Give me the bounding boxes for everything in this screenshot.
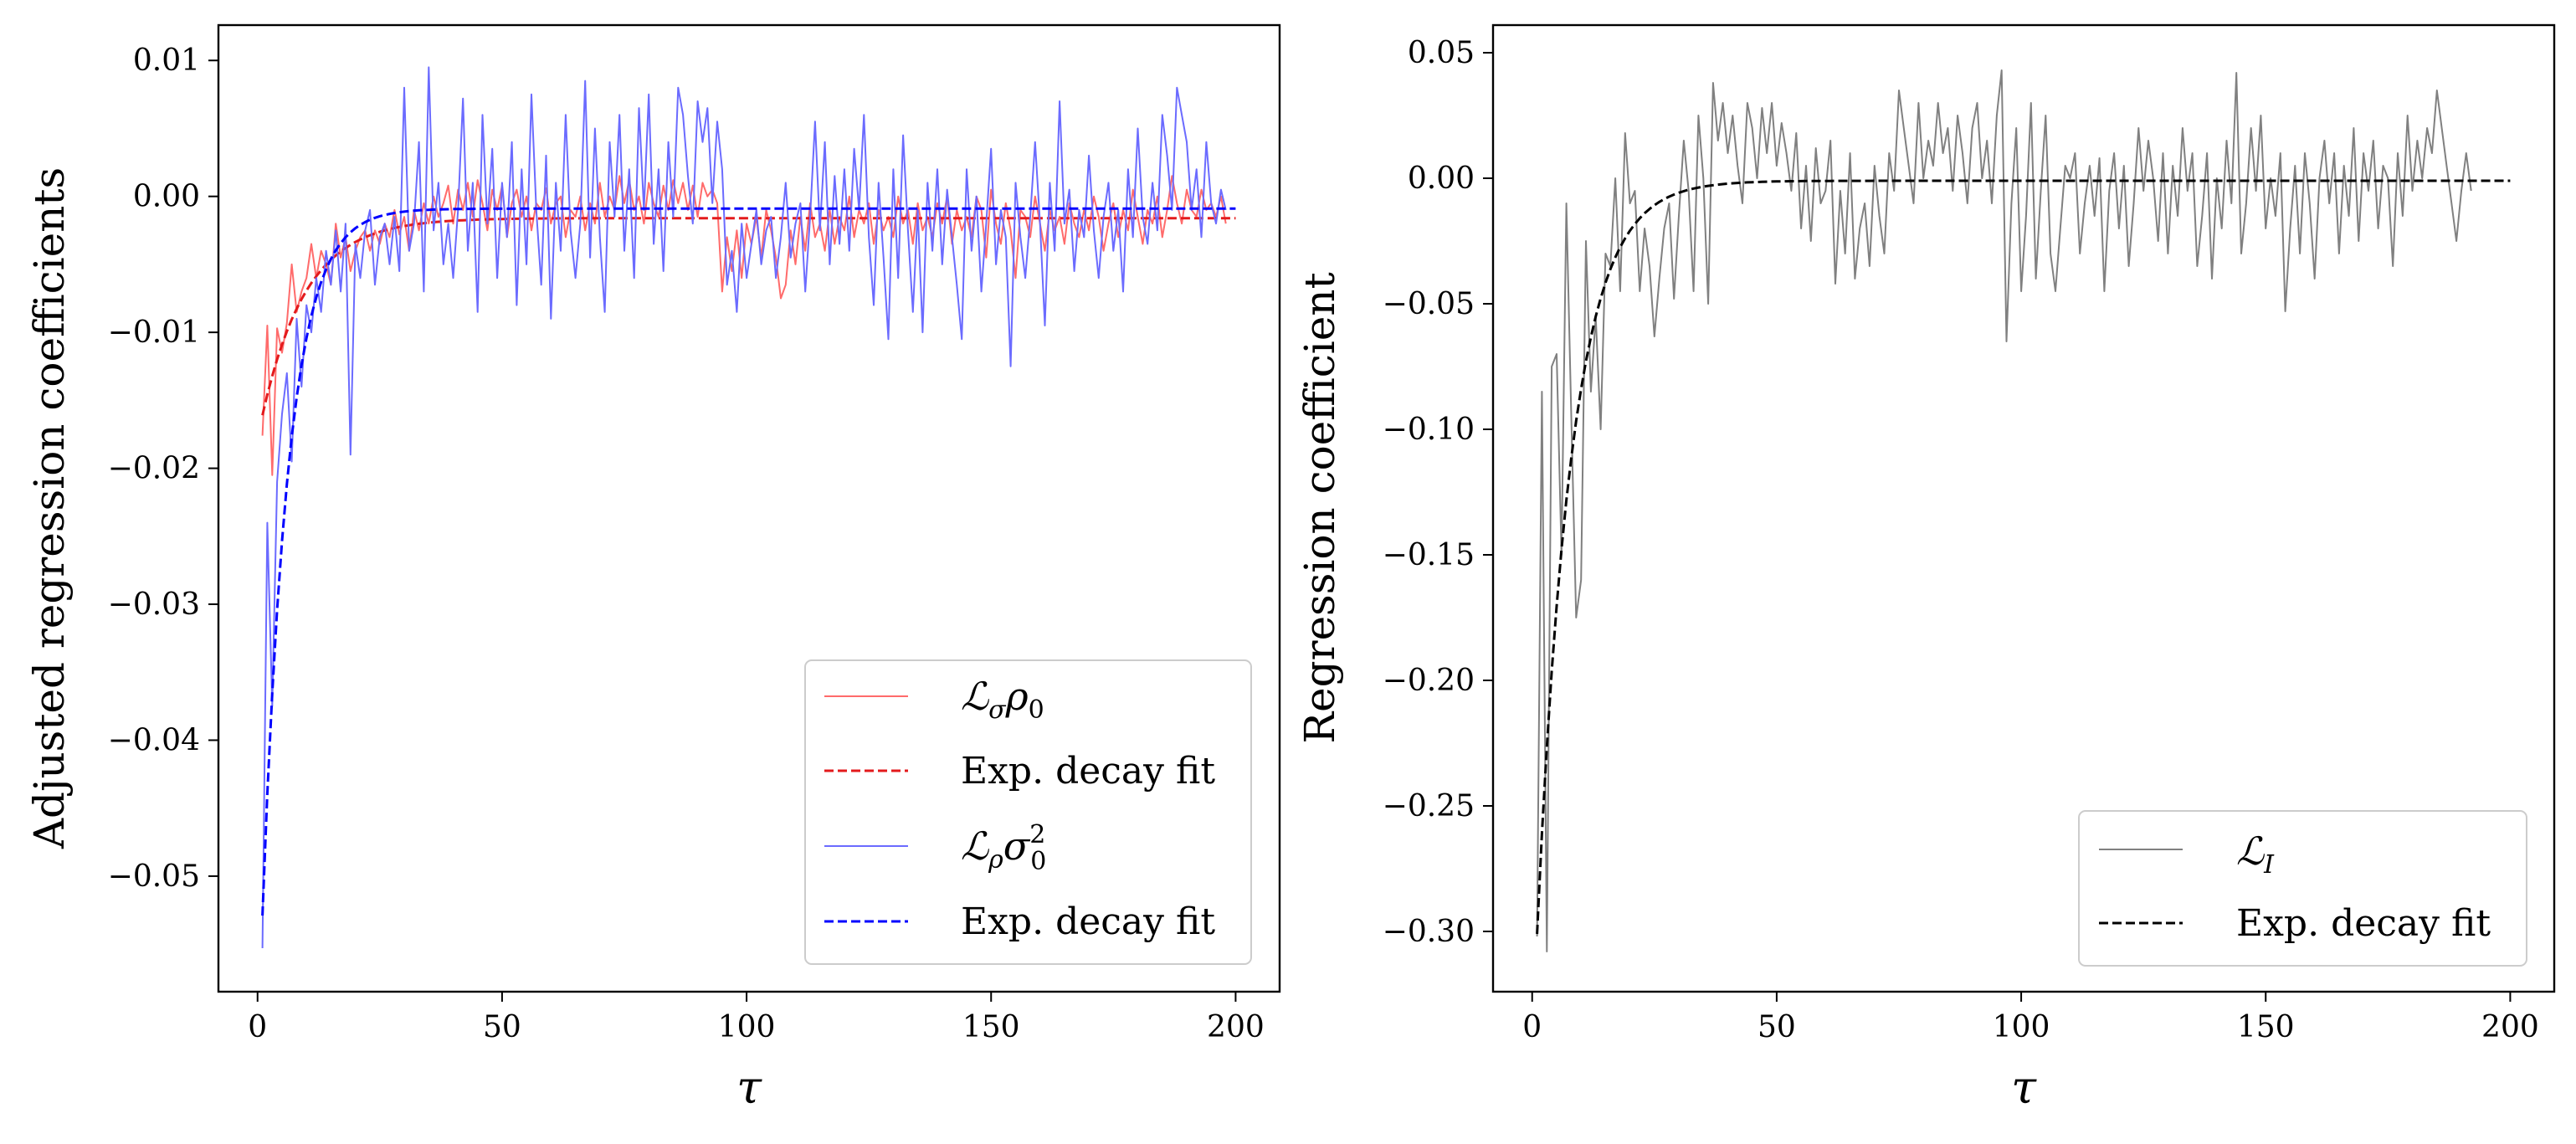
left-y-tick-label: 0.01	[133, 44, 200, 78]
left-x-axis-label: τ	[736, 1061, 762, 1114]
right-x-axis-label: τ	[2011, 1061, 2037, 1114]
left-legend-label-3: Exp. decay fit	[961, 900, 1215, 943]
right-legend-frame	[2078, 810, 2527, 967]
right-legend-label-0: ℒI	[2236, 829, 2275, 880]
right-plot-frame	[1491, 23, 2556, 993]
right-series-1-fit-line	[1536, 179, 2511, 935]
left-x-tick-label: 0	[248, 1010, 267, 1044]
left-y-tick-label: 0.00	[133, 180, 200, 214]
left-legend: ℒσρ0 Exp. decay fit ℒρσ2 0 Exp. decay fit	[804, 659, 1252, 965]
right-x-tick-label: 0	[1522, 1010, 1542, 1044]
right-chart: 0 50 100 150 200 0.05 0.00 −0.05 −0.10 −0.15 −0.2…	[1296, 23, 2556, 1114]
left-legend-label-1: Exp. decay fit	[961, 750, 1215, 793]
left-series-layer	[261, 66, 1236, 949]
right-y-tick-label: −0.15	[1383, 538, 1475, 572]
right-x-tick-label: 150	[2237, 1010, 2295, 1044]
left-y-tick-label: −0.03	[108, 587, 200, 622]
right-y-axis-label: Regression coefficient	[1296, 272, 1344, 743]
left-y-ticks: 0.01 0.00 −0.01 −0.02 −0.03 −0.04 −0.05	[108, 44, 218, 894]
right-y-tick-label: 0.05	[1408, 36, 1475, 70]
left-x-ticks: 0 50 100 150 200	[248, 992, 1265, 1044]
left-x-tick-label: 150	[962, 1010, 1020, 1044]
right-y-tick-label: −0.20	[1383, 664, 1475, 698]
right-y-tick-label: 0.00	[1408, 162, 1475, 196]
right-y-tick-label: −0.05	[1383, 287, 1475, 321]
left-x-tick-label: 200	[1207, 1010, 1265, 1044]
left-x-tick-label: 50	[483, 1010, 521, 1044]
left-legend-label-0: ℒσρ0	[961, 674, 1044, 725]
right-series-0-line	[1536, 69, 2472, 952]
left-y-tick-label: −0.05	[108, 859, 200, 894]
left-legend-label-2: ℒρσ2 0	[961, 820, 1046, 876]
left-y-tick-label: −0.01	[108, 315, 200, 350]
left-y-tick-label: −0.02	[108, 452, 200, 486]
right-legend-label-1: Exp. decay fit	[2236, 902, 2491, 945]
right-y-tick-label: −0.30	[1383, 915, 1475, 949]
left-y-tick-label: −0.04	[108, 723, 200, 757]
right-x-tick-label: 200	[2481, 1010, 2539, 1044]
right-x-tick-label: 50	[1758, 1010, 1796, 1044]
left-chart: 0 50 100 150 200 0.01 0.00 −0.01 −0.02 −0.03 −0.0…	[25, 23, 1281, 1114]
left-series-3-fit-line	[261, 207, 1236, 916]
right-y-tick-label: −0.10	[1383, 413, 1475, 447]
right-series-layer	[1536, 69, 2511, 952]
left-plot-frame	[217, 23, 1281, 993]
left-series-2-line	[261, 66, 1227, 949]
right-y-ticks: 0.05 0.00 −0.05 −0.10 −0.15 −0.20 −0.25 −0.30	[1383, 36, 1493, 949]
right-y-tick-label: −0.25	[1383, 789, 1475, 823]
right-legend: ℒI Exp. decay fit	[2078, 810, 2527, 967]
left-x-tick-label: 100	[718, 1010, 776, 1044]
left-legend-frame	[804, 659, 1252, 965]
left-y-axis-label: Adjusted regression coefficients	[25, 167, 74, 849]
right-x-tick-label: 100	[1993, 1010, 2050, 1044]
right-x-ticks: 0 50 100 150 200	[1522, 992, 2539, 1044]
